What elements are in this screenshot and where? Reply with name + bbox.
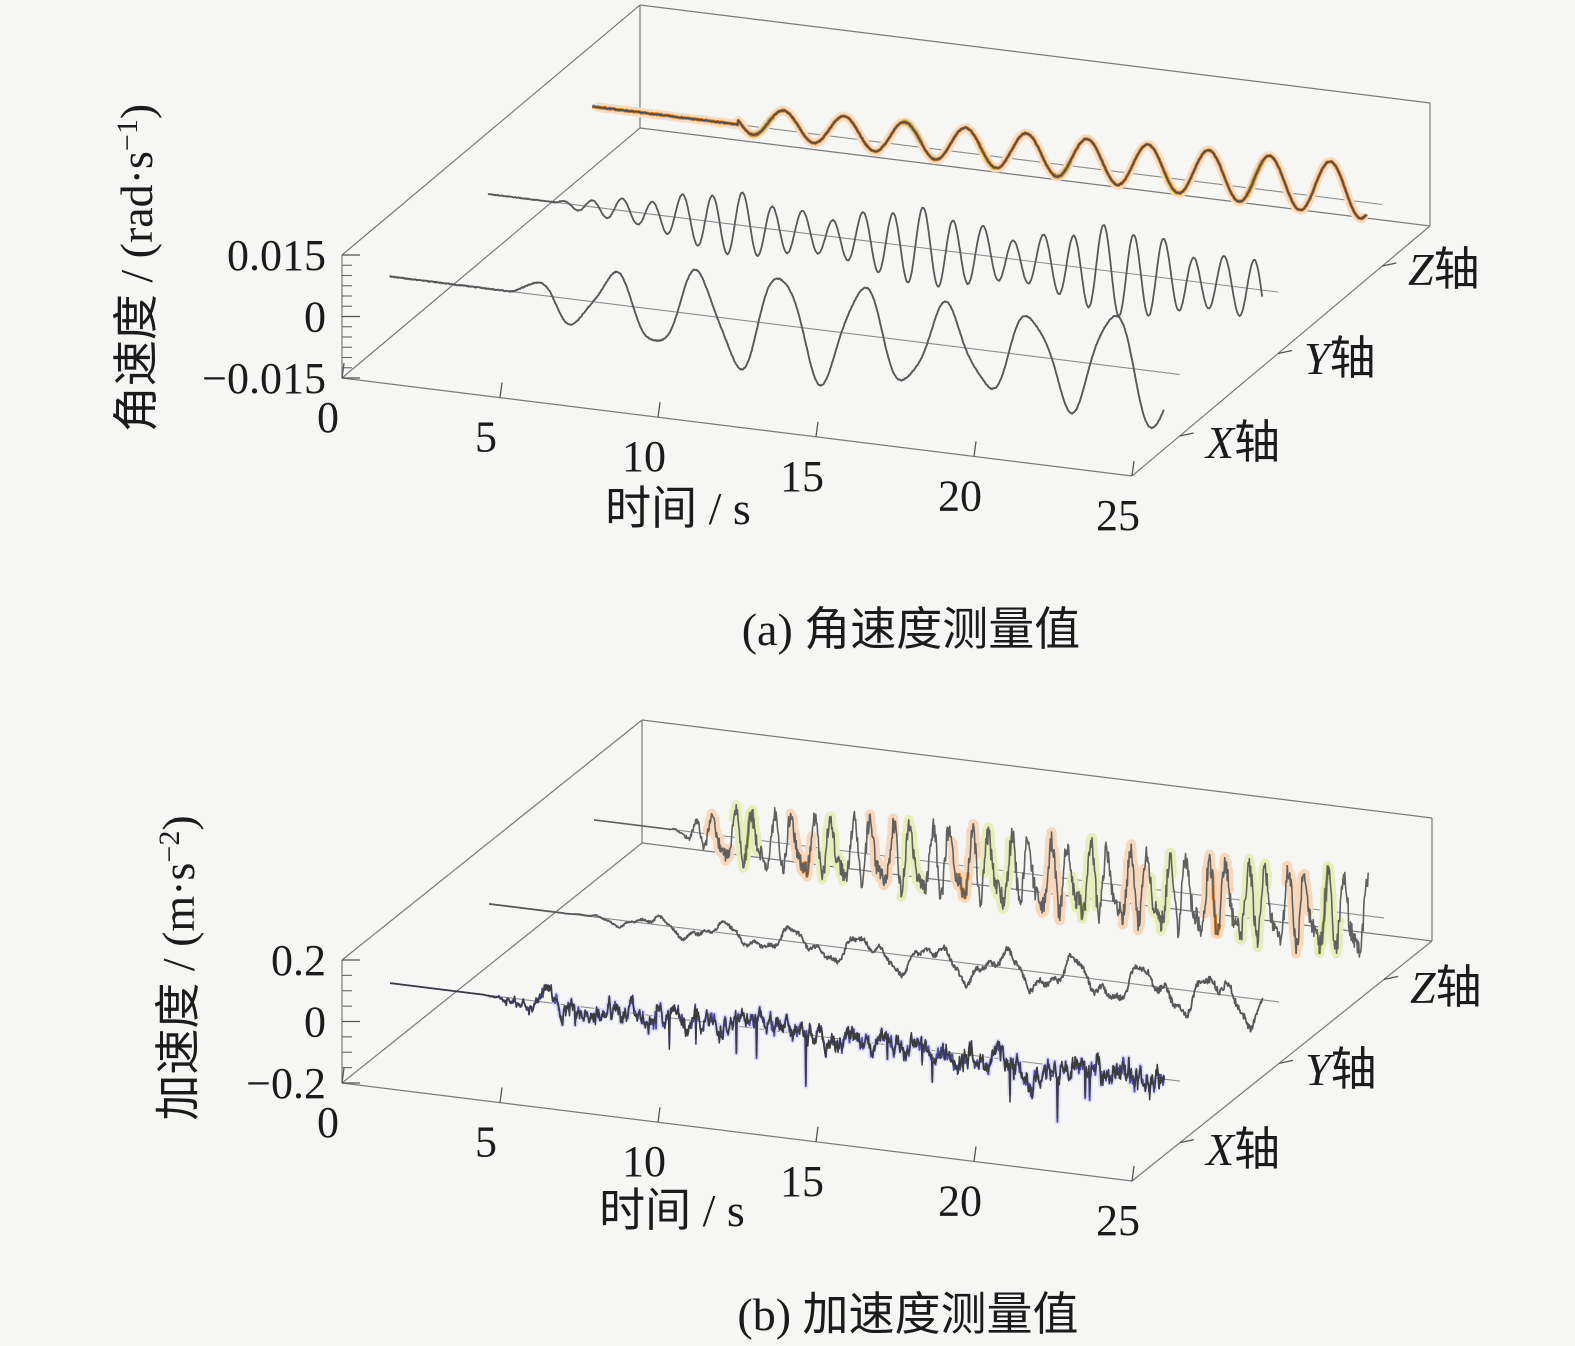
axes-box-edge: [341, 1082, 1133, 1182]
x-tick-label: 0: [317, 393, 339, 442]
axes-box-edge: [1131, 940, 1433, 1182]
panel-b-tick-labels: 0 5 10 15 20 250.20−0.2: [246, 936, 1140, 1245]
panel-a-waveforms: [389, 102, 1383, 430]
x-tick: [341, 362, 345, 379]
x-tick: [815, 421, 819, 437]
value-tick-label: −0.2: [246, 1059, 326, 1108]
panel-b-depth-label-x: X轴: [1204, 1124, 1280, 1175]
panel-b-depth-label-z: Z轴: [1410, 962, 1482, 1013]
x-tick-label: 10: [622, 1137, 666, 1186]
panel-a-depth-label-x: X轴: [1204, 417, 1280, 468]
wave-line-Z轴: [592, 105, 1368, 220]
x-tick: [341, 1067, 345, 1084]
x-tick-label: 5: [475, 1118, 497, 1167]
panel-b-x-axis-label: 时间 / s: [599, 1185, 745, 1236]
depth-tick: [1277, 349, 1293, 355]
wave-underlay-Z轴: [592, 102, 1368, 224]
panel-b-acceleration: 0 5 10 15 20 250.20−0.2 加速度 / (m·s−2) 时间 / s …: [153, 719, 1482, 1340]
panel-b-depth-label-y: Y轴: [1305, 1044, 1377, 1095]
x-tick-label: 20: [938, 1176, 982, 1225]
wave-line-Y轴: [488, 903, 1264, 1033]
value-tick-label: 0: [304, 998, 326, 1047]
x-tick: [973, 441, 977, 457]
panel-b-axes-box: [341, 719, 1433, 1182]
row-baseline: [487, 193, 1279, 293]
panel-a-caption: (a) 角速度测量值: [742, 604, 1081, 655]
depth-tick: [1179, 1138, 1195, 1144]
axes-box-edge: [341, 842, 643, 1084]
x-tick-label: 15: [780, 452, 824, 501]
panel-a-y-axis-label: 角速度 / (rad·s−1): [111, 104, 162, 432]
wave-line-Z轴: [593, 804, 1369, 958]
row-baseline: [389, 275, 1180, 376]
value-tick-label: −0.015: [202, 354, 326, 403]
x-tick-label: 0: [317, 1098, 339, 1147]
value-tick-label: 0.015: [227, 231, 326, 280]
depth-tick: [1278, 1059, 1294, 1065]
x-tick: [657, 402, 661, 418]
wave-line-X轴: [389, 982, 1165, 1119]
x-tick-label: 15: [780, 1157, 824, 1206]
axes-box-edge: [639, 4, 1431, 104]
x-tick: [499, 1087, 503, 1103]
axes-box-edge: [1131, 225, 1431, 477]
panel-a-axes-box: [341, 4, 1431, 477]
axes-box-edge: [641, 719, 1433, 819]
panel-b-waveforms: [389, 799, 1385, 1125]
x-tick: [973, 1146, 977, 1162]
panel-a-depth-label-z: Z轴: [1408, 244, 1480, 295]
wave-line-X轴: [389, 268, 1165, 430]
depth-tick: [1382, 262, 1397, 267]
panel-b-y-axis-label: 加速度 / (m·s−2): [153, 815, 204, 1120]
x-tick: [1131, 1165, 1135, 1182]
x-tick-label: 5: [475, 413, 497, 462]
x-tick: [657, 1107, 661, 1123]
x-tick-label: 25: [1096, 491, 1140, 540]
depth-tick: [1383, 975, 1399, 981]
axes-box-edge: [341, 377, 1133, 477]
wave-line-Y轴: [487, 191, 1264, 318]
axes-box-edge: [341, 127, 641, 379]
x-tick-label: 10: [622, 432, 666, 481]
x-tick: [815, 1126, 819, 1142]
value-tick-label: 0.2: [271, 936, 326, 985]
x-tick: [1131, 460, 1135, 477]
depth-tick: [1179, 432, 1194, 437]
axes-box-edge: [341, 719, 643, 961]
panel-b-caption: (b) 加速度测量值: [737, 1289, 1078, 1340]
wave-underlay-X轴: [975, 1038, 1158, 1125]
x-tick-label: 25: [1096, 1196, 1140, 1245]
panel-a-depth-label-y: Y轴: [1304, 333, 1376, 384]
value-tick-label: 0: [304, 293, 326, 342]
x-tick: [499, 382, 503, 398]
panel-a-x-axis-label: 时间 / s: [605, 483, 751, 534]
x-tick-label: 20: [938, 471, 982, 520]
axes-box-edge: [341, 4, 641, 256]
